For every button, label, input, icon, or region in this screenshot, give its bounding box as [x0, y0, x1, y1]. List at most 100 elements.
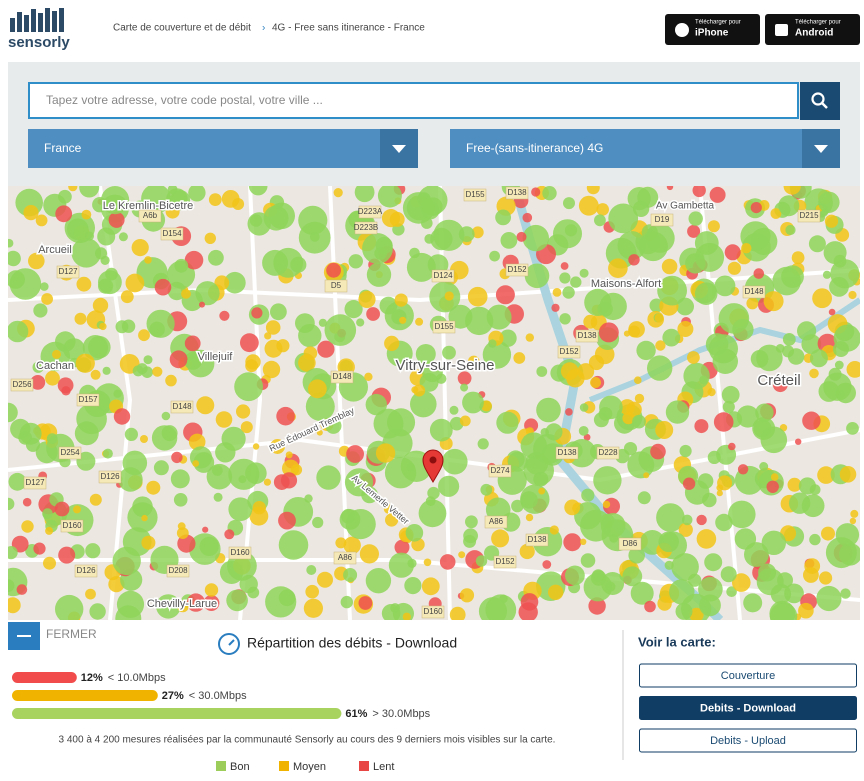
coverage-dot [750, 202, 762, 214]
road-code: D127 [58, 267, 78, 276]
coverage-dot [542, 186, 557, 201]
coverage-dot [154, 278, 172, 296]
road-code-box [742, 285, 766, 299]
road-code: A6b [143, 211, 158, 220]
coverage-dot [270, 439, 285, 454]
map[interactable]: Le Kremlin-Bicetre Arcueil Cachan Villejuif… [0, 177, 863, 632]
view-button[interactable] [639, 728, 857, 753]
coverage-dot [482, 340, 512, 369]
coverage-dot [688, 211, 703, 226]
coverage-dot [840, 588, 851, 599]
coverage-dot [742, 232, 771, 262]
breadcrumb-sep: › [262, 23, 265, 34]
coverage-dot [344, 300, 363, 319]
road-code-box [228, 546, 252, 560]
road-code: D256 [12, 380, 32, 389]
coverage-dot [787, 477, 802, 492]
coverage-dot [92, 297, 109, 314]
coverage-dot [141, 514, 148, 522]
coverage-dot [45, 526, 54, 535]
road-code-box [58, 446, 82, 460]
coverage-dot [8, 250, 21, 267]
coverage-dot [30, 375, 46, 390]
coverage-dot [188, 433, 206, 451]
road-code: D148 [172, 402, 192, 411]
coverage-dot [406, 463, 416, 472]
search-input[interactable] [28, 82, 799, 119]
coverage-dot [204, 232, 216, 244]
coverage-dot [32, 361, 44, 373]
coverage-dot [184, 250, 204, 270]
coverage-dot [553, 219, 582, 249]
app-button[interactable]: Télécharger pour Android [765, 14, 860, 45]
coverage-dot [581, 488, 595, 502]
select[interactable]: Free-(sans-itinerance) 4G [450, 129, 840, 168]
coverage-dot [695, 242, 725, 272]
coverage-dot [699, 594, 721, 617]
road-code: D155 [434, 322, 454, 331]
coverage-dot [149, 321, 165, 338]
road-code-box [358, 205, 382, 219]
coverage-dot [687, 351, 700, 364]
coverage-dot [377, 186, 402, 208]
road-code-box [463, 188, 487, 202]
coverage-dot [809, 349, 828, 368]
road-code-box [525, 533, 549, 547]
coverage-dot [202, 526, 209, 533]
coverage-dot [821, 526, 835, 541]
breadcrumb[interactable]: Carte de couverture et de débit [113, 23, 251, 34]
coverage-dot [68, 186, 78, 192]
coverage-dot [704, 553, 723, 572]
coverage-dot [388, 552, 414, 578]
coverage-dot [658, 531, 679, 553]
road-code: D138 [527, 535, 547, 544]
coverage-dot [634, 376, 642, 385]
coverage-dot [236, 404, 251, 419]
coverage-dot [438, 475, 460, 497]
view-button[interactable] [639, 663, 857, 688]
coverage-dot [81, 209, 92, 220]
coverage-dot [798, 602, 814, 619]
coverage-dot [433, 219, 465, 251]
coverage-dot [108, 211, 125, 228]
coverage-dot [280, 472, 298, 489]
coverage-dot [785, 224, 796, 236]
coverage-dot [89, 603, 106, 620]
close-button[interactable]: FERMER [8, 622, 97, 650]
road [8, 268, 860, 303]
coverage-dot [102, 448, 113, 459]
coverage-dot [682, 477, 696, 490]
coverage-dot [570, 276, 582, 288]
coverage-dot [184, 335, 201, 352]
coverage-dot [694, 282, 718, 306]
coverage-dot [475, 555, 488, 567]
coverage-dot [763, 291, 784, 312]
select[interactable]: France [28, 129, 418, 168]
road-code-box [484, 515, 508, 529]
coverage-dot [8, 597, 21, 614]
coverage-dot [702, 492, 717, 508]
coverage-dot [444, 291, 454, 301]
coverage-dot [835, 523, 860, 547]
coverage-dot [316, 465, 341, 490]
app-button[interactable]: Télécharger pour iPhone [665, 14, 760, 45]
coverage-dot [795, 438, 802, 445]
coverage-dot [536, 397, 561, 423]
coverage-dot [264, 332, 272, 340]
coverage-dot [226, 589, 248, 612]
logo[interactable]: sensorly [8, 8, 70, 51]
bar-value: 27% [162, 690, 184, 702]
coverage-dot [115, 605, 142, 620]
coverage-dot [171, 451, 183, 464]
search-button[interactable] [800, 82, 840, 120]
view-button[interactable] [639, 696, 857, 720]
coverage-dot [565, 565, 585, 586]
coverage-dot [560, 362, 579, 380]
coverage-dot [394, 539, 410, 555]
coverage-dot [141, 186, 171, 214]
coverage-dot [778, 195, 800, 217]
road-code-box [76, 393, 100, 407]
road-code: D155 [465, 190, 485, 199]
place-label: Villejuif [198, 351, 234, 363]
